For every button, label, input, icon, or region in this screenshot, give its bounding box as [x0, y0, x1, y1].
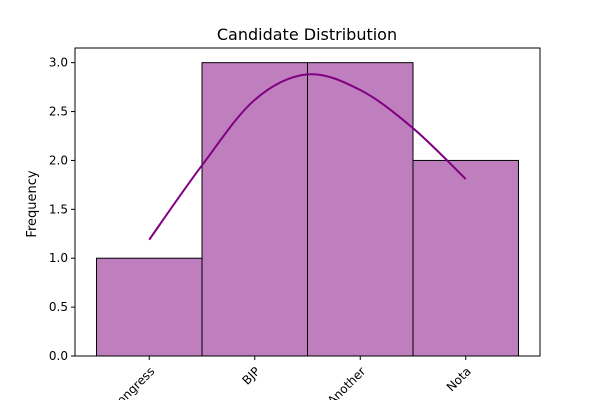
x-tick-label: Congress [108, 364, 157, 400]
x-tick-label: Another [325, 364, 369, 400]
y-tick-label: 2.0 [49, 153, 68, 167]
y-tick-label: 1.5 [49, 202, 68, 216]
y-tick-label: 1.0 [49, 251, 68, 265]
y-tick-label: 3.0 [49, 56, 68, 70]
y-axis-label: Frequency [25, 170, 40, 237]
kde-line [148, 73, 467, 241]
bar-another [307, 62, 414, 357]
y-tick-label: 0.0 [49, 349, 68, 363]
bar-nota [412, 159, 519, 357]
bars-group [96, 62, 519, 357]
kde-group [148, 73, 467, 241]
bar-congress [96, 257, 203, 357]
x-tick-label: BJP [240, 364, 263, 387]
plot-frame [74, 47, 541, 357]
y-tick-label: 2.5 [49, 105, 68, 119]
y-tick-label: 0.5 [49, 300, 68, 314]
x-tick-label: Nota [444, 364, 474, 394]
chart-title: Candidate Distribution [217, 25, 397, 44]
bar-bjp [201, 62, 308, 357]
